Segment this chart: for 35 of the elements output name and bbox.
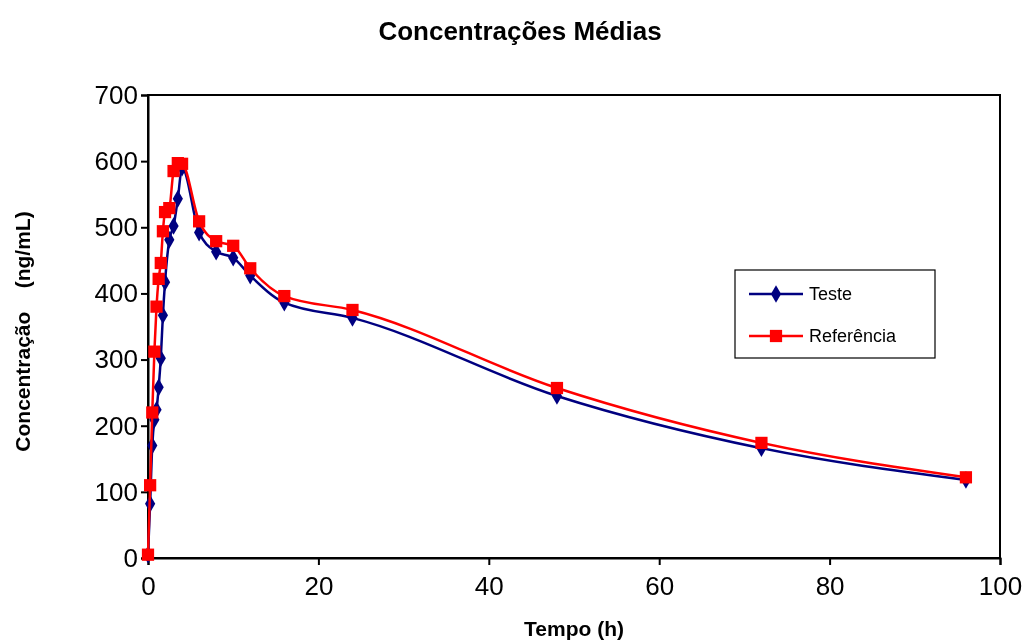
y-tick-label: 500 (94, 212, 138, 243)
y-tick-label: 700 (94, 79, 138, 110)
point (163, 201, 176, 215)
legend-label: Teste (809, 284, 853, 304)
point (193, 215, 206, 228)
point (152, 272, 165, 285)
point (210, 235, 223, 248)
chart-title: Concentrações Médias (378, 16, 662, 46)
point (150, 300, 163, 313)
y-tick-label: 400 (94, 278, 138, 309)
y-tick-label: 0 (123, 542, 138, 573)
x-tick-label: 20 (304, 571, 334, 602)
y-tick-label: 200 (94, 410, 138, 441)
x-axis-title: Tempo (h) (524, 617, 624, 640)
point (144, 479, 157, 492)
point (755, 436, 768, 450)
x-tick-label: 80 (815, 571, 845, 602)
point (148, 345, 161, 358)
point (278, 289, 291, 303)
y-tick-label: 600 (94, 145, 138, 176)
point (154, 256, 167, 270)
point (227, 239, 240, 252)
point (959, 471, 973, 484)
point (346, 303, 359, 317)
point (156, 225, 170, 238)
y-tick-label: 100 (94, 476, 138, 507)
point (146, 406, 159, 419)
y-tick-label: 300 (94, 344, 138, 375)
y-axis-title: Concentração (ng/mL) (11, 211, 34, 452)
point (550, 381, 564, 395)
x-tick-label: 100 (978, 571, 1023, 602)
x-tick-label: 60 (645, 571, 675, 602)
point (244, 262, 257, 275)
legend-label: Referência (809, 326, 898, 346)
x-tick-label: 40 (474, 571, 504, 602)
